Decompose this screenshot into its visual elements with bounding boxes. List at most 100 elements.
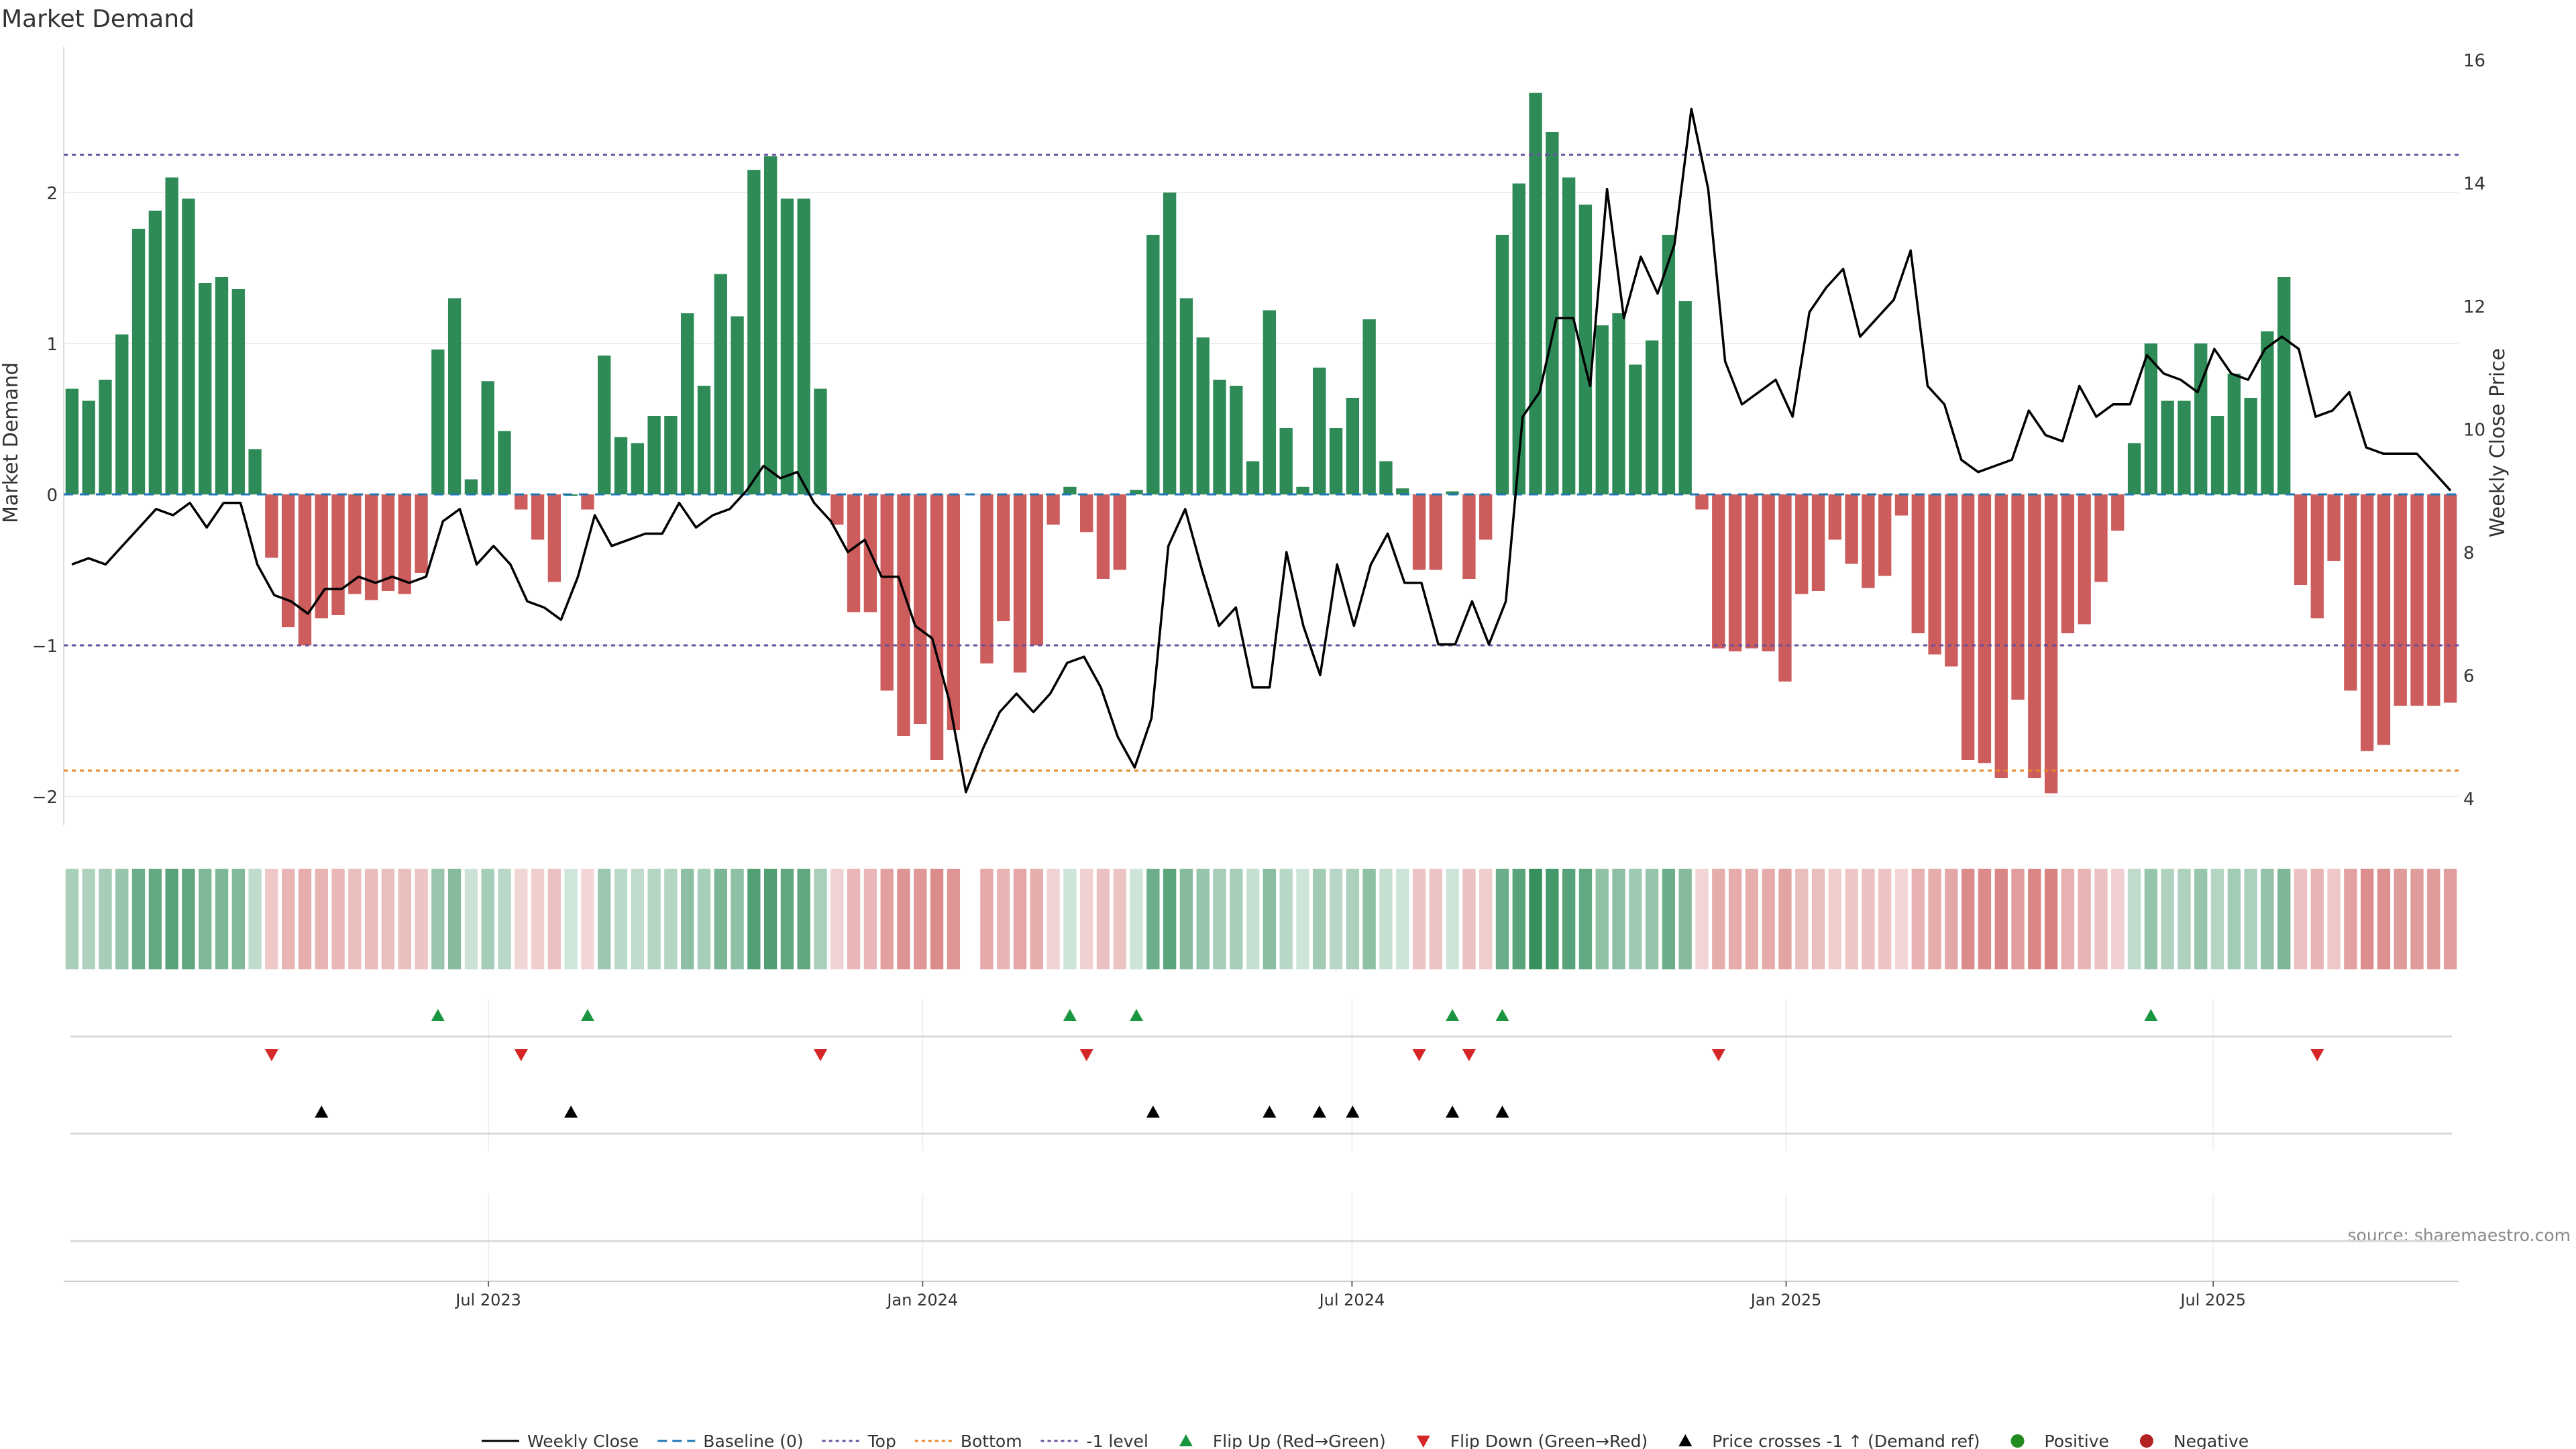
demand-bar-positive	[248, 449, 262, 494]
source-text: source: sharemaestro.com	[2348, 1226, 2571, 1245]
legend-label: Baseline (0)	[703, 1432, 803, 1449]
demand-bar-negative	[282, 494, 295, 627]
demand-bar-positive	[614, 437, 628, 494]
heat-cell	[99, 869, 112, 969]
demand-bar-positive	[65, 388, 79, 494]
heat-cell	[1695, 869, 1709, 969]
heat-cell	[165, 869, 178, 969]
demand-bar-negative	[1080, 494, 1093, 533]
heat-cell	[1412, 869, 1426, 969]
heat-cell	[82, 869, 95, 969]
legend-swatch-flip-up	[1179, 1434, 1193, 1446]
demand-bar-positive	[1230, 386, 1243, 494]
heat-cell	[1130, 869, 1143, 969]
heat-cell	[415, 869, 428, 969]
demand-bar-negative	[897, 494, 910, 736]
demand-bar-negative	[331, 494, 345, 615]
price-cross-marker	[1312, 1106, 1326, 1118]
heat-cell	[880, 869, 894, 969]
demand-bar-negative	[2360, 494, 2374, 751]
legend-swatch-price-cross	[1678, 1434, 1693, 1446]
demand-bar-positive	[1396, 488, 1409, 494]
demand-bar-positive	[1578, 205, 1593, 494]
demand-bar-negative	[2427, 494, 2440, 706]
heat-cell	[331, 869, 345, 969]
legend-label: Weekly Close	[527, 1432, 639, 1449]
heat-cell	[1961, 869, 1975, 969]
heat-cell	[1163, 869, 1177, 969]
demand-bar-negative	[914, 494, 927, 724]
heat-cell	[997, 869, 1010, 969]
y-tick-right: 10	[2463, 421, 2485, 441]
heat-cell	[2277, 869, 2291, 969]
price-line-layer	[71, 107, 2452, 794]
heat-cell	[1712, 869, 1725, 969]
demand-bar-positive	[1163, 193, 1177, 494]
heat-cell	[2327, 869, 2341, 969]
demand-bar-negative	[1928, 494, 1941, 655]
heat-strip-layer	[65, 869, 2457, 969]
demand-bar-positive	[1595, 325, 1609, 494]
flip-down-marker	[1711, 1049, 1725, 1061]
heat-cell	[647, 869, 661, 969]
heat-cell	[1529, 869, 1542, 969]
flip-down-marker	[1079, 1049, 1093, 1061]
heat-cell	[598, 869, 611, 969]
heat-cell	[2028, 869, 2041, 969]
demand-bar-negative	[1462, 494, 1476, 579]
heat-cell	[1346, 869, 1360, 969]
price-cross-marker	[1263, 1106, 1277, 1118]
heat-cell	[2261, 869, 2274, 969]
y-tick-right: 12	[2463, 297, 2485, 317]
demand-bar-positive	[447, 298, 462, 494]
demand-bar-negative	[2377, 494, 2391, 745]
heat-cell	[1778, 869, 1792, 969]
heat-cell	[763, 869, 777, 969]
demand-bar-positive	[431, 350, 445, 494]
demand-bar-negative	[1096, 494, 1110, 579]
heat-cell	[2127, 869, 2141, 969]
demand-bar-positive	[1678, 301, 1692, 494]
demand-bar-negative	[2111, 494, 2125, 531]
demand-bar-positive	[99, 380, 112, 494]
flip-down-marker	[514, 1049, 528, 1061]
demand-bar-negative	[265, 494, 278, 558]
legend-label: Price crosses -1 ↑ (Demand ref)	[1712, 1432, 1980, 1449]
demand-bar-positive	[1529, 93, 1542, 494]
demand-bar-negative	[531, 494, 545, 540]
flip-up-marker	[2144, 1009, 2158, 1021]
heat-cell	[2144, 869, 2158, 969]
heat-cell	[2427, 869, 2440, 969]
heat-cell	[115, 869, 129, 969]
demand-bar-negative	[1811, 494, 1825, 591]
heat-cell	[1479, 869, 1493, 969]
demand-bar-positive	[148, 211, 162, 494]
demand-bar-negative	[1429, 494, 1442, 570]
demand-bar-positive	[1146, 235, 1160, 494]
legend-label: Flip Up (Red→Green)	[1213, 1432, 1386, 1449]
demand-bar-positive	[1346, 398, 1360, 494]
demand-bar-positive	[664, 416, 678, 494]
heat-cell	[697, 869, 711, 969]
demand-bar-positive	[481, 381, 494, 494]
heat-cell	[2210, 869, 2224, 969]
demand-bar-negative	[1695, 494, 1709, 510]
demand-bar-positive	[1495, 235, 1509, 494]
heat-cell	[1030, 869, 1043, 969]
demand-bars-layer	[65, 93, 2457, 794]
demand-bar-positive	[1263, 310, 1277, 494]
heat-cell	[1512, 869, 1525, 969]
heat-cell	[2011, 869, 2025, 969]
demand-bar-negative	[1878, 494, 1892, 576]
heat-cell	[1379, 869, 1393, 969]
heat-cell	[1146, 869, 1160, 969]
heat-cell	[1578, 869, 1593, 969]
heat-cell	[947, 869, 961, 969]
heat-cell	[1179, 869, 1193, 969]
heat-cell	[1878, 869, 1892, 969]
heat-cell	[2194, 869, 2208, 969]
demand-bar-positive	[2194, 343, 2208, 494]
demand-bar-negative	[2094, 494, 2108, 582]
demand-bar-negative	[2327, 494, 2341, 561]
demand-bar-negative	[1894, 494, 1909, 516]
